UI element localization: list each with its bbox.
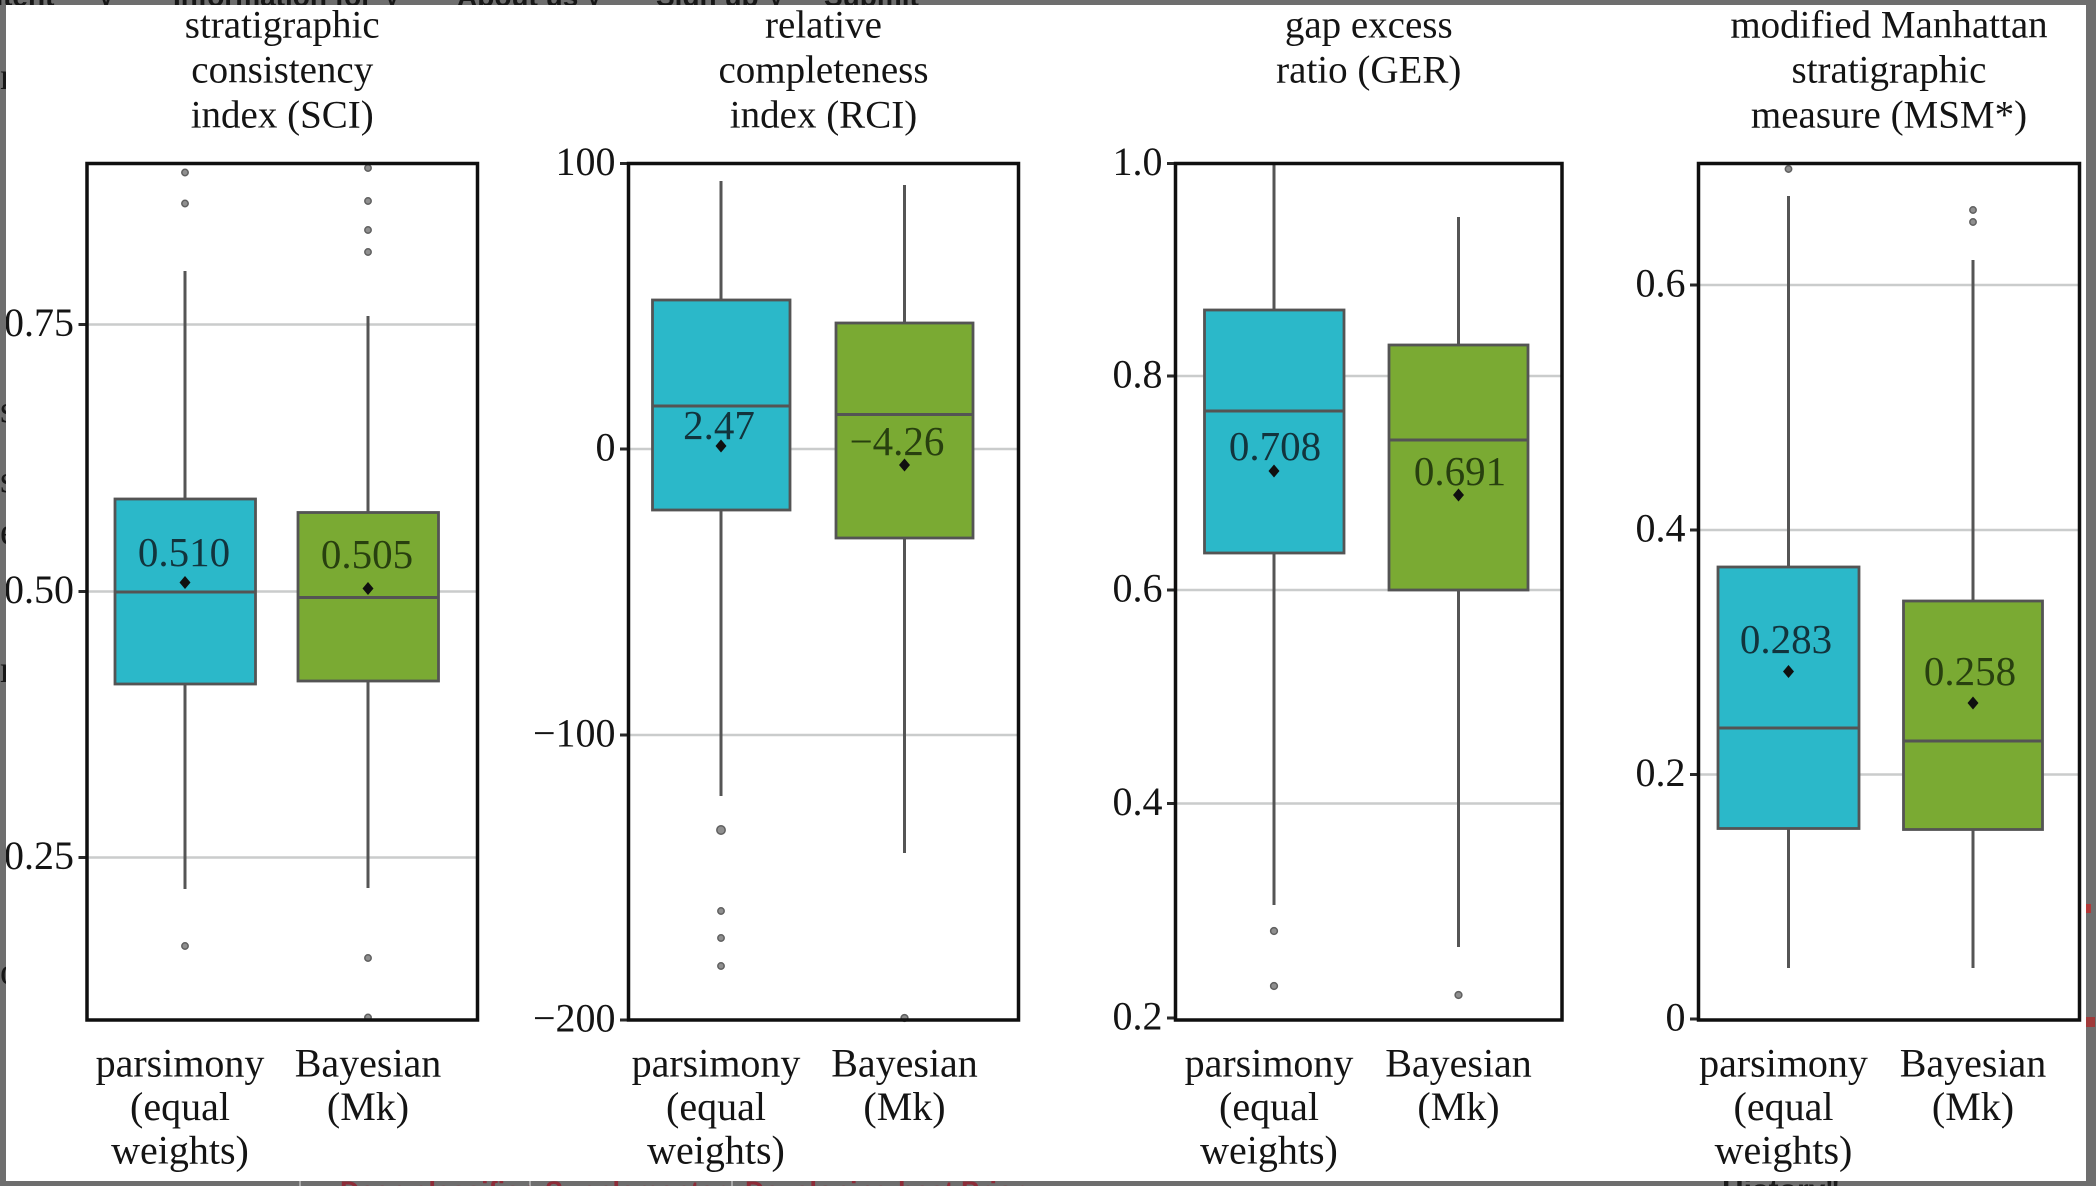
- svg-text:measure (MSM*): measure (MSM*): [1751, 94, 2027, 137]
- svg-text:0.4: 0.4: [1113, 779, 1163, 824]
- svg-text:weights): weights): [111, 1128, 249, 1173]
- svg-text:stratigraphic: stratigraphic: [1792, 49, 1987, 92]
- svg-text:ratio (GER): ratio (GER): [1276, 49, 1461, 92]
- svg-text:0.8: 0.8: [1113, 352, 1163, 397]
- svg-text:0.4: 0.4: [1636, 506, 1686, 551]
- svg-text:(Mk): (Mk): [863, 1084, 945, 1129]
- svg-text:Bayesian: Bayesian: [295, 1041, 442, 1086]
- svg-text:0.50: 0.50: [4, 567, 74, 612]
- svg-text:0: 0: [1666, 995, 1686, 1040]
- svg-text:Bayesian: Bayesian: [1900, 1041, 2047, 1086]
- svg-text:relative: relative: [765, 4, 882, 47]
- svg-text:2.47: 2.47: [683, 402, 755, 448]
- svg-text:(equal: (equal: [666, 1084, 766, 1129]
- svg-text:modified Manhattan: modified Manhattan: [1730, 4, 2047, 47]
- svg-text:(Mk): (Mk): [327, 1084, 409, 1129]
- svg-text:0.2: 0.2: [1636, 750, 1686, 795]
- svg-text:weights): weights): [647, 1128, 785, 1173]
- svg-text:100: 100: [556, 139, 616, 184]
- svg-text:0.283: 0.283: [1740, 616, 1832, 662]
- svg-text:−4.26: −4.26: [850, 418, 945, 464]
- svg-text:0.6: 0.6: [1636, 261, 1686, 306]
- svg-text:0.708: 0.708: [1229, 423, 1321, 469]
- svg-text:parsimony: parsimony: [1185, 1041, 1354, 1086]
- svg-text:weights): weights): [1715, 1128, 1853, 1173]
- svg-text:index (RCI): index (RCI): [730, 94, 917, 137]
- svg-text:parsimony: parsimony: [96, 1041, 265, 1086]
- svg-text:0.6: 0.6: [1113, 566, 1163, 611]
- svg-text:Bayesian: Bayesian: [1385, 1041, 1532, 1086]
- svg-text:(equal: (equal: [1219, 1084, 1319, 1129]
- svg-text:0.25: 0.25: [4, 833, 74, 878]
- svg-text:0.691: 0.691: [1414, 448, 1506, 494]
- svg-text:Bayesian: Bayesian: [831, 1041, 978, 1086]
- svg-text:1.0: 1.0: [1113, 139, 1163, 184]
- svg-text:weights): weights): [1200, 1128, 1338, 1173]
- svg-text:(Mk): (Mk): [1417, 1084, 1499, 1129]
- svg-text:gap excess: gap excess: [1285, 4, 1453, 47]
- svg-text:0.510: 0.510: [138, 529, 230, 575]
- svg-text:parsimony: parsimony: [632, 1041, 801, 1086]
- svg-text:index (SCI): index (SCI): [191, 94, 374, 137]
- svg-text:consistency: consistency: [191, 49, 373, 92]
- svg-text:−100: −100: [533, 711, 616, 756]
- svg-text:0.258: 0.258: [1924, 648, 2016, 694]
- svg-text:parsimony: parsimony: [1699, 1041, 1868, 1086]
- svg-text:(equal: (equal: [1734, 1084, 1834, 1129]
- svg-text:(equal: (equal: [130, 1084, 230, 1129]
- svg-text:0.505: 0.505: [321, 531, 413, 577]
- svg-text:0.2: 0.2: [1113, 994, 1163, 1039]
- svg-text:completeness: completeness: [718, 49, 928, 92]
- svg-text:−200: −200: [533, 996, 616, 1041]
- svg-text:0: 0: [596, 425, 616, 470]
- svg-text:(Mk): (Mk): [1932, 1084, 2014, 1129]
- svg-text:stratigraphic: stratigraphic: [185, 4, 380, 47]
- svg-text:0.75: 0.75: [4, 300, 74, 345]
